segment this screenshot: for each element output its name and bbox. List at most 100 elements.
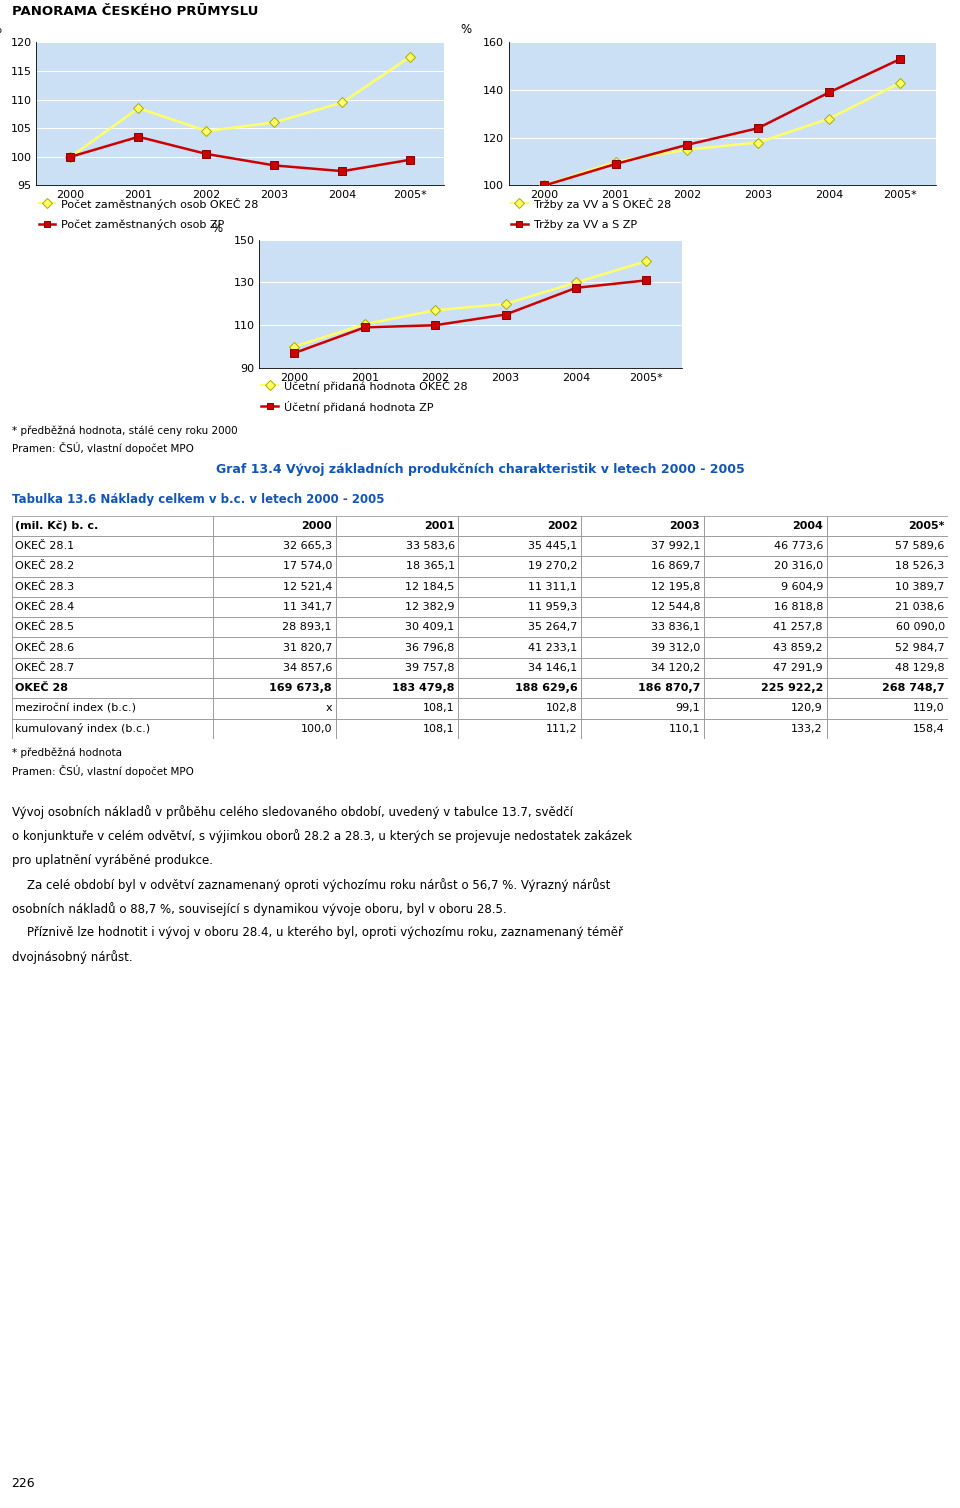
- Text: OKEČ 28.3: OKEČ 28.3: [15, 582, 74, 591]
- Bar: [12, 698, 213, 719]
- Text: 20 316,0: 20 316,0: [774, 561, 823, 572]
- Text: 16 869,7: 16 869,7: [651, 561, 700, 572]
- Text: x: x: [325, 704, 332, 713]
- Text: 225 922,2: 225 922,2: [760, 683, 823, 694]
- Bar: [704, 556, 827, 576]
- Text: (mil. Kč) b. c.: (mil. Kč) b. c.: [15, 520, 99, 531]
- Bar: [581, 516, 704, 535]
- Text: 2004: 2004: [792, 520, 823, 531]
- Bar: [581, 617, 704, 638]
- Bar: [336, 698, 459, 719]
- Bar: [704, 576, 827, 597]
- Text: Účetní přidaná hodnota OKEČ 28: Účetní přidaná hodnota OKEČ 28: [284, 380, 468, 392]
- Bar: [213, 657, 336, 679]
- Text: osobních nákladů o 88,7 %, související s dynamikou vývoje oboru, byl v oboru 28.: osobních nákladů o 88,7 %, související s…: [12, 902, 506, 915]
- Bar: [827, 576, 948, 597]
- Text: 34 857,6: 34 857,6: [282, 664, 332, 673]
- Bar: [827, 657, 948, 679]
- Text: Účetní přidaná hodnota ZP: Účetní přidaná hodnota ZP: [284, 401, 434, 413]
- Text: * předběžná hodnota: * předběžná hodnota: [12, 748, 122, 759]
- Bar: [704, 679, 827, 698]
- Bar: [12, 657, 213, 679]
- Bar: [704, 719, 827, 739]
- Bar: [704, 617, 827, 638]
- Text: * předběžná hodnota, stálé ceny roku 2000: * předběžná hodnota, stálé ceny roku 200…: [12, 425, 237, 436]
- Bar: [336, 556, 459, 576]
- Text: 110,1: 110,1: [669, 724, 700, 734]
- Text: 35 264,7: 35 264,7: [528, 623, 578, 632]
- Text: Příznivě lze hodnotit i vývoj v oboru 28.4, u kterého byl, oproti výchozímu roku: Příznivě lze hodnotit i vývoj v oboru 28…: [12, 926, 622, 939]
- Text: Tržby za VV a S ZP: Tržby za VV a S ZP: [534, 220, 636, 229]
- Text: PANORAMA ČESKÉHO PRŪMYSLU: PANORAMA ČESKÉHO PRŪMYSLU: [12, 6, 258, 18]
- Text: 57 589,6: 57 589,6: [896, 541, 945, 550]
- Text: 99,1: 99,1: [676, 704, 700, 713]
- Bar: [336, 597, 459, 617]
- Text: Počet zaměstnaných osob OKEČ 28: Počet zaměstnaných osob OKEČ 28: [61, 198, 259, 210]
- Bar: [704, 657, 827, 679]
- Text: 120,9: 120,9: [791, 704, 823, 713]
- Text: 10 389,7: 10 389,7: [896, 582, 945, 591]
- Bar: [704, 698, 827, 719]
- Bar: [213, 698, 336, 719]
- Bar: [827, 535, 948, 556]
- Text: 108,1: 108,1: [423, 724, 455, 734]
- Text: Pramen: ČSÚ, vlastní dopočet MPO: Pramen: ČSÚ, vlastní dopočet MPO: [12, 765, 193, 777]
- Text: 33 583,6: 33 583,6: [405, 541, 455, 550]
- Text: 41 257,8: 41 257,8: [774, 623, 823, 632]
- Text: Pramen: ČSÚ, vlastní dopočet MPO: Pramen: ČSÚ, vlastní dopočet MPO: [12, 442, 193, 454]
- Text: 47 291,9: 47 291,9: [774, 664, 823, 673]
- Text: 9 604,9: 9 604,9: [780, 582, 823, 591]
- Text: 11 959,3: 11 959,3: [528, 602, 578, 612]
- Text: 16 818,8: 16 818,8: [774, 602, 823, 612]
- Text: 12 382,9: 12 382,9: [405, 602, 455, 612]
- Text: 34 146,1: 34 146,1: [528, 664, 578, 673]
- Text: 11 341,7: 11 341,7: [282, 602, 332, 612]
- Bar: [12, 576, 213, 597]
- Text: 226: 226: [12, 1476, 36, 1490]
- Text: 12 184,5: 12 184,5: [405, 582, 455, 591]
- Bar: [581, 597, 704, 617]
- Bar: [459, 679, 581, 698]
- Text: o konjunktuře v celém odvětví, s výjimkou oborů 28.2 a 28.3, u kterých se projev: o konjunktuře v celém odvětví, s výjimko…: [12, 829, 632, 843]
- Bar: [12, 719, 213, 739]
- Bar: [336, 576, 459, 597]
- Text: 2001: 2001: [424, 520, 455, 531]
- Bar: [213, 576, 336, 597]
- Text: 21 038,6: 21 038,6: [896, 602, 945, 612]
- Bar: [213, 535, 336, 556]
- Text: 108,1: 108,1: [423, 704, 455, 713]
- Bar: [704, 597, 827, 617]
- Text: 17 574,0: 17 574,0: [282, 561, 332, 572]
- Text: 36 796,8: 36 796,8: [405, 642, 455, 653]
- Text: 19 270,2: 19 270,2: [528, 561, 578, 572]
- Bar: [336, 535, 459, 556]
- Text: 12 195,8: 12 195,8: [651, 582, 700, 591]
- Bar: [581, 657, 704, 679]
- Text: 60 090,0: 60 090,0: [896, 623, 945, 632]
- Text: Tržby za VV a S OKEČ 28: Tržby za VV a S OKEČ 28: [534, 198, 671, 210]
- Bar: [581, 535, 704, 556]
- Bar: [336, 657, 459, 679]
- Bar: [827, 679, 948, 698]
- Bar: [12, 617, 213, 638]
- Bar: [336, 617, 459, 638]
- Bar: [704, 535, 827, 556]
- Bar: [12, 679, 213, 698]
- Text: OKEČ 28.1: OKEČ 28.1: [15, 541, 74, 550]
- Text: 35 445,1: 35 445,1: [528, 541, 578, 550]
- Bar: [213, 516, 336, 535]
- Bar: [12, 556, 213, 576]
- Bar: [827, 617, 948, 638]
- Y-axis label: %: %: [211, 222, 223, 235]
- Bar: [581, 638, 704, 657]
- Bar: [581, 698, 704, 719]
- Text: OKEČ 28.7: OKEČ 28.7: [15, 664, 75, 673]
- Bar: [704, 638, 827, 657]
- Text: 12 544,8: 12 544,8: [651, 602, 700, 612]
- Bar: [12, 516, 213, 535]
- Bar: [213, 617, 336, 638]
- Bar: [459, 597, 581, 617]
- Text: OKEČ 28.6: OKEČ 28.6: [15, 642, 74, 653]
- Text: 2002: 2002: [546, 520, 578, 531]
- Text: 43 859,2: 43 859,2: [774, 642, 823, 653]
